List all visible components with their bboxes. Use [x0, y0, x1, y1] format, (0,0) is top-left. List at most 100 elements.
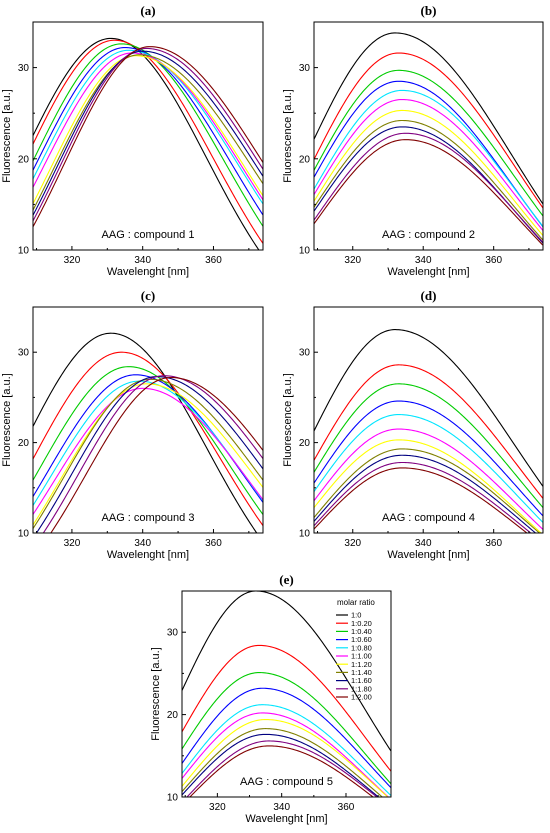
series-line-1-0-60 [33, 374, 263, 503]
series-line-1-1-80 [186, 740, 378, 797]
x-tick-label: 360 [205, 538, 222, 549]
series-line-1-1-40 [314, 119, 543, 241]
chart-panel-d: (d) 320 340 360 10 20 30 Wavelenght [nm] Fluores… [282, 288, 544, 561]
legend-entry: 1:2.00 [351, 693, 372, 702]
panel-annotation: AAG : compound 4 [382, 512, 475, 524]
x-tick-label: 320 [344, 255, 361, 266]
series-line-1-0-80 [314, 414, 543, 523]
x-tick-label: 360 [485, 255, 502, 266]
series-line-1-1-20 [182, 718, 389, 797]
series-line-1-0-60 [182, 687, 391, 789]
series-line-1-0-80 [33, 49, 263, 205]
series-line-1-0 [33, 37, 260, 250]
series-group [33, 332, 263, 533]
panel-annotation: AAG : compound 5 [240, 776, 333, 788]
panel-annotation: AAG : compound 2 [382, 229, 475, 241]
series-line-1-0 [33, 332, 258, 533]
series-line-1-1-00 [314, 98, 543, 231]
legend-title: molar ratio [337, 598, 375, 607]
legend-entry: 1:1.80 [351, 684, 372, 693]
panel-label: (a) [140, 3, 155, 18]
panel-label: (d) [421, 288, 437, 303]
x-axis-title: Wavelenght [nm] [107, 549, 189, 561]
series-line-1-1-80 [42, 375, 263, 533]
series-line-1-0 [314, 32, 543, 205]
legend-entry: 1:0.60 [351, 635, 372, 644]
x-tick-label: 360 [205, 255, 222, 266]
series-line-1-1-60 [33, 50, 263, 216]
legend-entry: 1:0 [351, 611, 361, 620]
legend-entry: 1:1.00 [351, 652, 372, 661]
y-axis-title: Fluorescence [a.u.] [1, 89, 13, 183]
panel-label: (c) [141, 288, 155, 303]
series-line-1-0-60 [314, 400, 543, 517]
y-tick-label: 20 [167, 710, 179, 721]
series-line-1-1-00 [33, 52, 263, 201]
chart-panel-b: (b) 320 340 360 10 20 30 Wavelenght [nm] Fluores… [282, 3, 544, 278]
x-tick-label: 320 [209, 802, 226, 813]
x-tick-label: 340 [273, 802, 290, 813]
y-axis-title: Fluorescence [a.u.] [282, 373, 294, 467]
y-tick-label: 30 [18, 348, 30, 359]
series-line-1-1-00 [33, 387, 263, 515]
series-line-1-0-40 [314, 383, 543, 508]
series-line-1-0-40 [314, 69, 543, 217]
y-tick-label: 10 [299, 529, 311, 540]
series-line-1-0-20 [182, 644, 391, 772]
x-tick-label: 340 [415, 538, 432, 549]
x-axis-title: Wavelenght [nm] [387, 266, 469, 278]
series-line-1-1-40 [33, 378, 263, 529]
y-axis-title: Fluorescence [a.u.] [1, 373, 13, 467]
series-line-1-1-80 [314, 461, 532, 533]
series-line-1-1-00 [182, 712, 390, 797]
series-line-1-0-40 [33, 366, 263, 515]
x-tick-label: 360 [338, 802, 355, 813]
y-tick-label: 10 [18, 246, 30, 257]
x-tick-label: 340 [134, 255, 151, 266]
chart-panel-c: (c) 320 340 360 10 20 30 Wavelenght [nm] Fluores… [1, 288, 264, 561]
plot-frame [313, 21, 544, 251]
panel-label: (b) [421, 3, 437, 18]
y-tick-label: 30 [167, 628, 179, 639]
series-group [314, 329, 543, 533]
y-tick-label: 30 [299, 348, 311, 359]
series-line-1-0-20 [33, 351, 263, 526]
series-group [33, 37, 263, 250]
series-line-1-0-20 [314, 52, 543, 209]
chart-panel-e: (e) 320 340 360 10 20 30 Wavelenght [nm] Fluores… [150, 572, 392, 825]
y-axis-title: Fluorescence [a.u.] [150, 647, 162, 741]
legend: molar ratio1:01:0.201:0.401:0.601:0.801:… [336, 598, 375, 702]
series-line-1-1-60 [314, 454, 537, 533]
series-group [182, 591, 391, 797]
series-line-1-1-20 [33, 55, 263, 204]
legend-entry: 1:1.20 [351, 660, 372, 669]
x-tick-label: 320 [64, 255, 81, 266]
x-tick-label: 340 [134, 538, 151, 549]
panel-annotation: AAG : compound 1 [102, 229, 195, 241]
plot-frame [32, 21, 264, 251]
series-line-1-1-40 [182, 728, 384, 797]
x-tick-label: 360 [485, 538, 502, 549]
series-line-1-2-00 [50, 376, 263, 533]
y-tick-label: 30 [18, 63, 30, 74]
y-tick-label: 20 [299, 154, 311, 165]
series-line-1-1-40 [33, 54, 263, 211]
y-axis-title: Fluorescence [a.u.] [282, 89, 294, 183]
y-tick-label: 10 [167, 793, 179, 804]
series-line-1-2-00 [33, 46, 263, 228]
series-line-1-2-00 [314, 139, 543, 246]
series-line-1-0-60 [314, 80, 543, 228]
x-axis-title: Wavelenght [nm] [245, 813, 327, 825]
series-line-1-2-00 [189, 745, 374, 797]
series-line-1-0-80 [314, 89, 543, 227]
x-axis-title: Wavelenght [nm] [387, 549, 469, 561]
series-line-1-1-20 [314, 439, 542, 533]
x-tick-label: 320 [64, 538, 81, 549]
series-line-1-2-00 [314, 467, 528, 533]
legend-entry: 1:0.20 [351, 619, 372, 628]
series-line-1-0-80 [182, 704, 391, 796]
x-tick-label: 320 [344, 538, 361, 549]
plot-frame [32, 306, 264, 534]
panel-label: (e) [279, 572, 293, 587]
